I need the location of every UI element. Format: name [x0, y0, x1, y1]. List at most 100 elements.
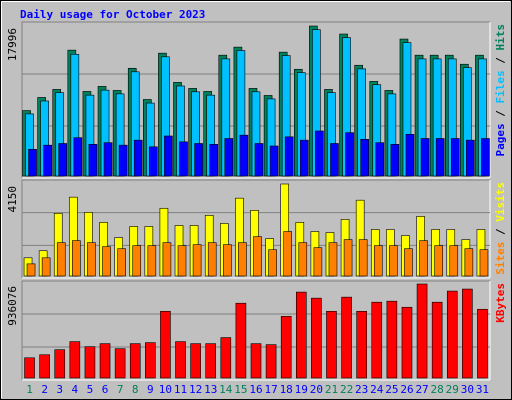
- x-tick-label: 5: [87, 383, 94, 396]
- x-tick-label: 20: [310, 383, 323, 396]
- bar: [373, 245, 383, 277]
- bar: [162, 242, 172, 277]
- bar: [358, 239, 368, 277]
- bar: [238, 242, 247, 277]
- bar: [224, 138, 234, 177]
- bar: [341, 296, 352, 379]
- x-tick-label: 8: [132, 383, 139, 396]
- bar: [41, 257, 51, 277]
- bar: [239, 134, 249, 177]
- bar: [299, 139, 309, 177]
- bar: [345, 132, 354, 177]
- legend-entry: Hits: [494, 24, 507, 51]
- y-tick-label: 4150: [6, 186, 19, 213]
- bar: [207, 242, 217, 277]
- bar: [330, 143, 339, 177]
- x-tick-label: 27: [415, 383, 428, 396]
- bar: [375, 142, 385, 177]
- bar: [390, 144, 400, 177]
- bar: [404, 248, 413, 277]
- x-tick-label: 26: [400, 383, 413, 396]
- legend-separator: /: [494, 222, 507, 242]
- x-tick-label: 31: [476, 383, 489, 396]
- x-tick-label: 10: [159, 383, 172, 396]
- legend-separator: /: [494, 51, 507, 71]
- bar: [223, 244, 232, 277]
- bar: [449, 245, 459, 277]
- bar: [88, 144, 98, 177]
- bar: [175, 341, 186, 379]
- bar: [117, 248, 126, 277]
- bar: [118, 144, 128, 177]
- bar: [84, 346, 96, 379]
- bar: [416, 283, 428, 379]
- bar: [284, 136, 294, 177]
- bar: [164, 135, 173, 177]
- bar: [356, 310, 367, 379]
- y-tick-label: 936076: [6, 286, 19, 326]
- bar: [464, 248, 474, 277]
- bar: [192, 244, 202, 277]
- legend-entry: KBytes: [494, 283, 507, 323]
- bar: [311, 297, 322, 379]
- x-tick-label: 25: [385, 383, 398, 396]
- bar: [147, 245, 157, 277]
- bar: [389, 245, 398, 277]
- x-tick-label: 30: [461, 383, 474, 396]
- y-tick-label: 17996: [6, 28, 19, 61]
- bar: [72, 240, 81, 277]
- bar: [326, 310, 337, 379]
- bar: [462, 288, 473, 379]
- x-tick-label: 12: [189, 383, 202, 396]
- bar: [24, 357, 35, 379]
- x-tick-label: 2: [41, 383, 48, 396]
- bar: [479, 249, 489, 277]
- bar: [434, 245, 443, 277]
- bar: [145, 342, 156, 379]
- bar: [466, 139, 475, 177]
- x-tick-label: 24: [370, 383, 384, 396]
- legend: KBytes: [494, 283, 507, 323]
- x-tick-label: 13: [204, 383, 217, 396]
- bar: [360, 139, 369, 177]
- x-tick-label: 17: [264, 383, 277, 396]
- legend-entry: Pages: [494, 123, 507, 156]
- bar: [58, 143, 68, 177]
- bar: [190, 343, 201, 379]
- bar: [220, 337, 232, 379]
- bar: [26, 263, 36, 277]
- bar: [343, 239, 353, 277]
- bar: [295, 291, 307, 379]
- bar: [102, 246, 111, 277]
- bar: [194, 143, 203, 177]
- bar: [481, 138, 490, 177]
- bar: [419, 240, 428, 277]
- bar: [73, 137, 83, 177]
- bar: [446, 290, 458, 379]
- bar: [69, 341, 81, 379]
- legend-entry: Visits: [494, 182, 507, 222]
- x-tick-label: 18: [280, 383, 293, 396]
- bar: [99, 343, 111, 379]
- bar: [283, 231, 292, 277]
- x-tick-label: 22: [340, 383, 353, 396]
- legend: Pages / Files / Hits: [494, 24, 507, 157]
- bar: [129, 343, 141, 379]
- legend-separator: /: [494, 104, 507, 124]
- bar: [401, 306, 413, 379]
- bar: [313, 247, 323, 277]
- bar: [160, 310, 171, 379]
- bar: [54, 349, 66, 379]
- x-tick-label: 11: [174, 383, 187, 396]
- x-tick-label: 14: [219, 383, 233, 396]
- bar: [405, 134, 415, 177]
- x-tick-label: 23: [355, 383, 368, 396]
- bar: [250, 343, 262, 379]
- bar: [103, 142, 113, 177]
- x-tick-label: 15: [234, 383, 247, 396]
- bar: [56, 242, 66, 277]
- bar: [269, 145, 279, 177]
- bar: [265, 344, 277, 379]
